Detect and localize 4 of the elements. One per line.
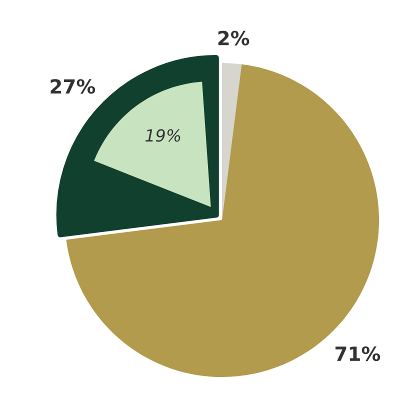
data-label: 71%: [335, 346, 380, 362]
data-label: 19%: [145, 129, 180, 142]
data-label: 27%: [50, 79, 96, 94]
data-label: 2%: [218, 30, 250, 46]
